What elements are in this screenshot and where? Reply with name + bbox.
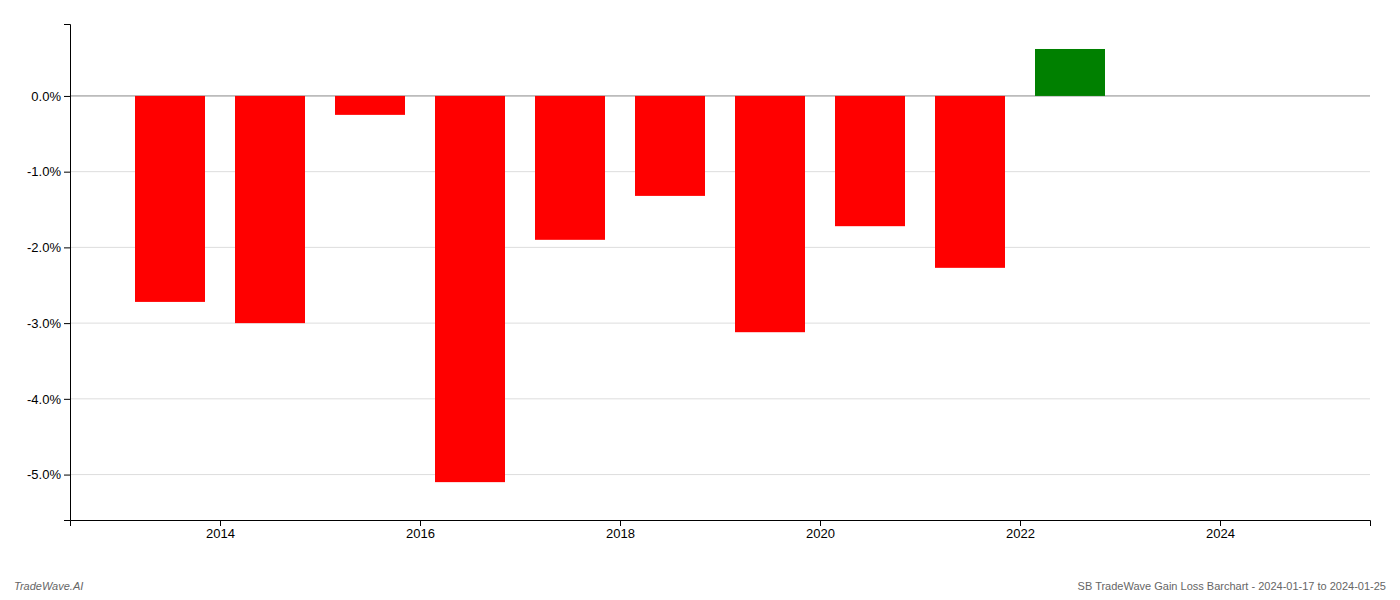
y-tick: -5.0% [27,467,70,482]
y-tick: -1.0% [27,164,70,179]
x-axis-line [71,521,1371,527]
bar [535,96,605,240]
y-tick-mark [64,323,70,324]
y-tick: -4.0% [27,391,70,406]
bars [135,49,1105,482]
x-tick-mark [820,520,821,526]
y-axis-line [64,25,71,521]
y-tick-label: -5.0% [27,467,61,482]
bar [835,96,905,226]
x-tick-mark [1020,520,1021,526]
y-tick-label: -4.0% [27,391,61,406]
y-tick: -2.0% [27,240,70,255]
y-tick: 0.0% [31,89,70,104]
x-tick: 2014 [206,520,235,541]
x-tick: 2020 [806,520,835,541]
bar [435,96,505,482]
bar [635,96,705,196]
chart: 0.0%-1.0%-2.0%-3.0%-4.0%-5.0%20142016201… [0,0,1400,600]
x-tick-label: 2024 [1206,526,1235,541]
x-axis: 2014 2016 2018 2020 2022 2024 [71,520,1371,541]
x-tick-label: 2022 [1006,526,1035,541]
y-tick-mark [64,96,70,97]
y-tick: -3.0% [27,316,70,331]
grid-line [70,398,1370,399]
x-tick: 2016 [406,520,435,541]
x-tick-label: 2016 [406,526,435,541]
y-tick-mark [64,399,70,400]
bar [235,96,305,323]
bar [935,96,1005,268]
plot-area: 0.0%-1.0%-2.0%-3.0%-4.0%-5.0%20142016201… [27,25,1370,542]
y-tick-mark [64,247,70,248]
bar [135,96,205,302]
x-tick-label: 2020 [806,526,835,541]
grid [70,96,1370,475]
x-tick-mark [220,520,221,526]
y-axis: 0.0% -1.0% -2.0% -3.0% -4.0% -5.0% [27,25,70,521]
x-tick-label: 2018 [606,526,635,541]
bar [735,96,805,332]
bar [1035,49,1105,96]
x-tick: 2018 [606,520,635,541]
bar [335,96,405,115]
y-tick-label: 0.0% [31,89,61,104]
grid-line [70,474,1370,475]
y-tick-mark [64,475,70,476]
y-tick-label: -3.0% [27,316,61,331]
y-tick-label: -1.0% [27,164,61,179]
x-tick-mark [620,520,621,526]
footer-right: SB TradeWave Gain Loss Barchart - 2024-0… [1078,580,1386,592]
x-tick: 2022 [1006,520,1035,541]
footer-left: TradeWave.AI [14,580,83,592]
x-tick-mark [420,520,421,526]
x-tick-label: 2014 [206,526,235,541]
x-tick: 2024 [1206,520,1235,541]
y-tick-label: -2.0% [27,240,61,255]
y-tick-mark [64,172,70,173]
x-tick-mark [1220,520,1221,526]
